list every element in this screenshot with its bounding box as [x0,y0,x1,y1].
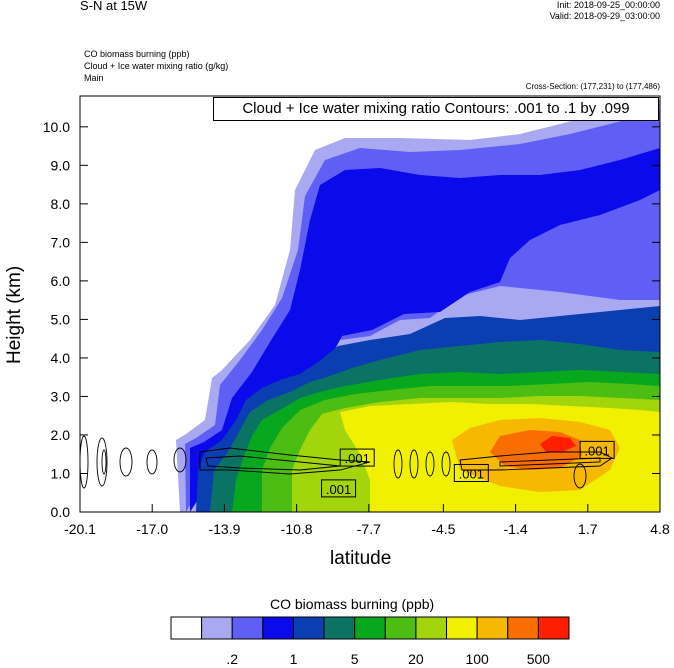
colorbar-swatch [201,616,233,640]
valid-time: Valid: 2018-09-29_03:00:00 [549,11,660,21]
contour-label: .001 [459,466,484,481]
colorbar-label: 500 [527,651,551,667]
field-label-main: Main [84,73,104,83]
field-label-co: CO biomass burning (ppb) [84,49,190,59]
colorbar-swatch [231,616,264,640]
y-tick-label: 3.0 [51,388,71,404]
contour-label-box [453,463,489,482]
contour-label-box [321,479,357,498]
x-axis-label: latitude [330,548,392,569]
x-tick-label: 4.8 [650,521,670,537]
colorbar-swatch [354,616,386,640]
y-tick-label: 0.0 [51,504,71,520]
y-axis-ticks: 0.0 1.0 2.0 3.0 4.0 5.0 6.0 7.0 8.0 9.0 10.0 [43,119,660,520]
y-tick-label: 9.0 [51,157,71,173]
y-tick-label: 7.0 [51,234,71,250]
colorbar-label: .2 [226,651,238,667]
colorbar-swatch [415,616,448,640]
x-tick-label: -10.8 [281,521,313,537]
x-tick-label: 1.7 [578,521,598,537]
contour-label: .001 [326,482,351,497]
contour-info-box: Cloud + Ice water mixing ratio Contours:… [213,97,659,121]
init-time: Init: 2018-09-25_00:00:00 [556,0,660,10]
field-label-cloud: Cloud + Ice water mixing ratio (g/kg) [84,61,229,71]
y-tick-label: 8.0 [51,196,71,212]
y-tick-label: 5.0 [51,311,71,327]
plot-title: S-N at 15W [80,0,148,13]
colorbar-label: 1 [290,651,298,667]
colorbar-swatch [537,616,570,640]
y-axis-label: Height (km) [4,265,25,364]
band-2 [190,148,660,512]
y-tick-label: 1.0 [51,465,71,481]
y-tick-label: 6.0 [51,273,71,289]
colorbar-label: 5 [351,651,359,667]
y-tick-label: 2.0 [51,427,71,443]
x-tick-label: -4.5 [431,521,455,537]
colorbar-swatch [170,616,203,640]
x-tick-label: -20.1 [64,521,96,537]
colorbar-title: CO biomass burning (ppb) [270,596,435,612]
contour-label: .001 [345,451,370,466]
colorbar-swatch [323,616,356,640]
contour-label-box [579,440,615,459]
colorbar-swatch [476,616,509,640]
colorbar-swatch [446,616,478,640]
colorbar-swatch [292,616,325,640]
contour-labels: .001 .001 .001 .001 [321,440,615,498]
cross-section-label: Cross-Section: (177,231) to (177,486) [525,82,660,91]
x-axis-ticks: -20.1 -17.0 -13.9 -10.8 -7.7 -4.5 -1.4 1.7 4.8 [64,504,670,537]
colorbar-label: 100 [465,651,489,667]
contour-label-box [339,448,375,467]
y-tick-label: 10.0 [43,119,70,135]
colorbar-label: 20 [408,651,424,667]
contour-label: .001 [584,443,609,458]
x-tick-label: -17.0 [136,521,168,537]
x-tick-label: -1.4 [504,521,528,537]
colorbar: .2 1 5 20 100 500 [170,616,570,667]
heatmap-fill [80,96,660,512]
x-tick-label: -13.9 [208,521,240,537]
colorbar-swatch [507,616,539,640]
x-tick-label: -7.7 [357,521,381,537]
band-11 [540,436,576,452]
colorbar-swatch [384,616,417,640]
y-tick-label: 4.0 [51,350,71,366]
colorbar-swatch [262,616,294,640]
plot-frame [79,95,661,513]
